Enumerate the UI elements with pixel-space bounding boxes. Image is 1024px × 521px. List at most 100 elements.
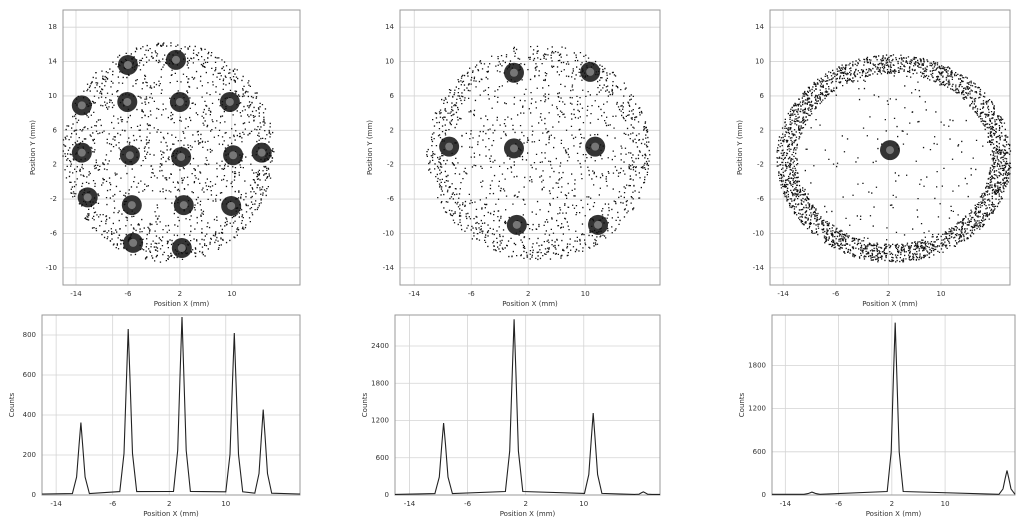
plot-frame	[399, 9, 661, 286]
hit-spot-core	[225, 97, 234, 106]
y-axis-label: Counts	[361, 392, 369, 417]
x-tick-label: 10	[221, 500, 230, 508]
hit-spot-core	[171, 55, 180, 64]
y-tick-label: 10	[755, 58, 764, 66]
hit-spot-core	[123, 61, 132, 69]
y-tick-label: 800	[23, 331, 36, 339]
y-axis-label: Position Y (mm)	[29, 120, 37, 175]
hit-spot-core	[123, 97, 132, 106]
y-tick-label: 6	[390, 92, 395, 100]
x-tick-label: 10	[941, 500, 950, 508]
x-tick-label: -6	[832, 290, 840, 298]
hit-spot-core	[512, 220, 521, 229]
y-tick-label: -2	[757, 161, 764, 169]
x-tick-label: -6	[124, 290, 132, 298]
hit-spot-core	[445, 142, 454, 151]
x-axis-label: Position X (mm)	[502, 300, 558, 308]
hit-spot-core	[77, 148, 86, 157]
x-tick-label: -6	[835, 500, 843, 508]
y-axis-label: Position Y (mm)	[366, 120, 374, 175]
plot-frame	[769, 9, 1011, 286]
x-tick-label: -6	[109, 500, 117, 508]
hit-spot-core	[586, 67, 595, 76]
y-tick-label: 600	[753, 448, 766, 456]
x-tick-label: 2	[890, 500, 894, 508]
y-tick-label: 0	[385, 491, 389, 499]
x-axis-label: Position X (mm)	[143, 510, 199, 518]
hit-spot-core	[175, 97, 184, 106]
x-tick-label: -14	[404, 500, 416, 508]
y-tick-label: 14	[48, 58, 57, 66]
x-axis-label: Position X (mm)	[154, 300, 210, 308]
y-tick-label: 2	[53, 161, 57, 169]
y-tick-label: 200	[23, 451, 36, 459]
y-tick-label: -10	[46, 264, 57, 272]
y-tick-label: -10	[753, 229, 764, 237]
histogram-line	[394, 319, 660, 495]
y-tick-label: -14	[753, 264, 765, 272]
y-tick-label: 2400	[371, 342, 389, 350]
y-tick-label: 14	[385, 23, 394, 31]
hit-spot-core	[509, 68, 518, 77]
x-axis-label: Position X (mm)	[500, 510, 556, 518]
hit-spot-core	[177, 152, 186, 161]
y-axis-label: Position Y (mm)	[736, 120, 744, 175]
y-tick-label: 2	[760, 126, 764, 134]
x-tick-label: -14	[50, 500, 62, 508]
y-axis-label: Counts	[738, 392, 746, 417]
y-tick-label: -2	[387, 161, 394, 169]
x-axis-label: Position X (mm)	[866, 510, 922, 518]
y-tick-label: 600	[376, 454, 389, 462]
x-tick-label: -6	[464, 500, 472, 508]
histogram-line	[41, 316, 301, 495]
plot-area	[395, 315, 660, 495]
plot-frame	[394, 314, 661, 496]
y-tick-label: -2	[50, 195, 57, 203]
x-tick-label: 2	[523, 500, 527, 508]
hit-spot-core	[127, 201, 136, 210]
y-tick-label: 1200	[748, 405, 766, 413]
x-tick-label: 10	[227, 290, 236, 298]
y-tick-label: -6	[757, 195, 765, 203]
hit-spot-core	[77, 101, 86, 110]
plot-area	[400, 10, 660, 285]
plot-frame	[41, 314, 301, 496]
y-tick-label: -6	[387, 195, 395, 203]
x-tick-label: 2	[167, 500, 171, 508]
y-tick-label: 2	[390, 126, 394, 134]
histogram-line	[772, 322, 1016, 495]
hit-spot-core	[591, 142, 600, 151]
x-tick-label: 10	[579, 500, 588, 508]
hit-spot-core	[594, 220, 603, 229]
hit-spot-core	[83, 193, 92, 202]
hit-spot-core	[227, 201, 236, 210]
hit-spot-core	[177, 244, 186, 253]
y-tick-label: 400	[23, 411, 36, 419]
plot-area	[772, 315, 1015, 495]
x-tick-label: -14	[70, 290, 82, 298]
x-tick-label: 2	[178, 290, 182, 298]
plot-frame	[62, 9, 301, 286]
x-tick-label: -14	[780, 500, 792, 508]
y-tick-label: 10	[48, 92, 57, 100]
y-tick-label: 600	[23, 371, 36, 379]
x-tick-label: -14	[409, 290, 421, 298]
x-tick-label: -14	[777, 290, 789, 298]
x-tick-label: -6	[468, 290, 476, 298]
x-tick-label: 2	[526, 290, 530, 298]
hit-spot-core	[125, 151, 134, 160]
y-tick-label: 6	[53, 126, 58, 134]
y-tick-label: 18	[48, 23, 57, 31]
y-axis-label: Counts	[8, 392, 16, 417]
y-tick-label: -10	[383, 229, 394, 237]
plot-frame	[771, 314, 1016, 496]
hit-spot-core	[229, 151, 238, 160]
y-tick-label: 1200	[371, 417, 389, 425]
y-tick-label: 1800	[371, 379, 389, 387]
hit-spot-core	[179, 201, 188, 210]
x-axis-label: Position X (mm)	[862, 300, 918, 308]
y-tick-label: 0	[762, 491, 766, 499]
y-tick-label: 14	[755, 23, 764, 31]
hit-spot-core	[886, 146, 894, 155]
